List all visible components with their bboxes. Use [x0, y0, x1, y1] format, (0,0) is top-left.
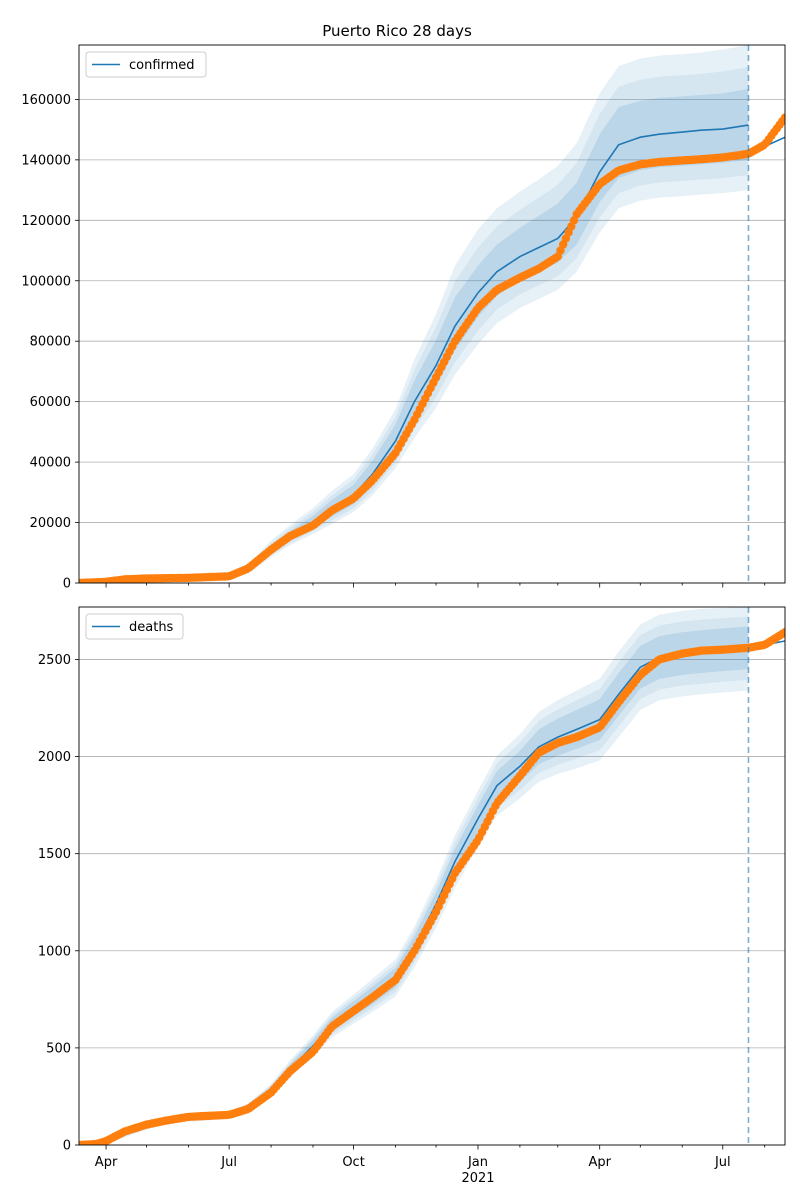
legend-label: deaths — [129, 620, 174, 635]
y-tick-label: 80000 — [30, 335, 71, 350]
observed-series — [79, 113, 785, 583]
uncertainty-band-outer — [79, 45, 749, 583]
y-tick-label: 2000 — [38, 750, 71, 765]
uncertainty-band-outer — [79, 607, 749, 1145]
x-tick-label: Jul — [714, 1155, 731, 1170]
uncertainty-band-mid — [79, 616, 749, 1145]
y-tick-label: 0 — [63, 1139, 71, 1154]
legend-box — [85, 613, 184, 640]
plot-area — [79, 45, 785, 583]
y-tick-label: 140000 — [21, 153, 71, 168]
axes-frame — [78, 606, 786, 1146]
x-tick-label: Apr — [588, 1155, 611, 1170]
x-tick-label: Jul — [220, 1155, 237, 1170]
y-tick-label: 2500 — [38, 653, 71, 668]
y-tick-label: 120000 — [21, 214, 71, 229]
axes-frame — [78, 44, 786, 584]
y-tick-label: 100000 — [21, 274, 71, 289]
deaths-panel: 0 500 1000 1500 2000 2500 Apr Jul Oct Jan Apr Jul 20… — [38, 606, 786, 1186]
observed-series — [79, 628, 785, 1145]
chart-title: Puerto Rico 28 days — [322, 22, 472, 40]
plot-area — [79, 607, 785, 1145]
confirmed-panel: 0 20000 40000 60000 80000 100000 120000 140000 1… — [21, 44, 786, 592]
y-tick-label: 500 — [46, 1041, 71, 1056]
y-tick-label: 40000 — [30, 456, 71, 471]
legend: confirmed — [85, 51, 207, 78]
y-tick-label: 60000 — [30, 395, 71, 410]
observed-point — [780, 628, 785, 637]
y-tick-label: 0 — [63, 577, 71, 592]
uncertainty-band-mid — [79, 66, 749, 583]
y-tick-label: 160000 — [21, 93, 71, 108]
observed-point — [780, 113, 785, 122]
model-line — [79, 646, 749, 1145]
y-tick-label: 1500 — [38, 847, 71, 862]
legend-box — [85, 51, 207, 78]
x-tick-label: Oct — [342, 1155, 364, 1170]
legend: deaths — [85, 613, 184, 640]
y-tick-label: 20000 — [30, 516, 71, 531]
x-tick-label: Jan — [467, 1155, 488, 1170]
x-tick-label: Apr — [95, 1155, 118, 1170]
y-tick-label: 1000 — [38, 944, 71, 959]
legend-label: confirmed — [129, 58, 195, 73]
x-year-label: 2021 — [461, 1171, 494, 1186]
